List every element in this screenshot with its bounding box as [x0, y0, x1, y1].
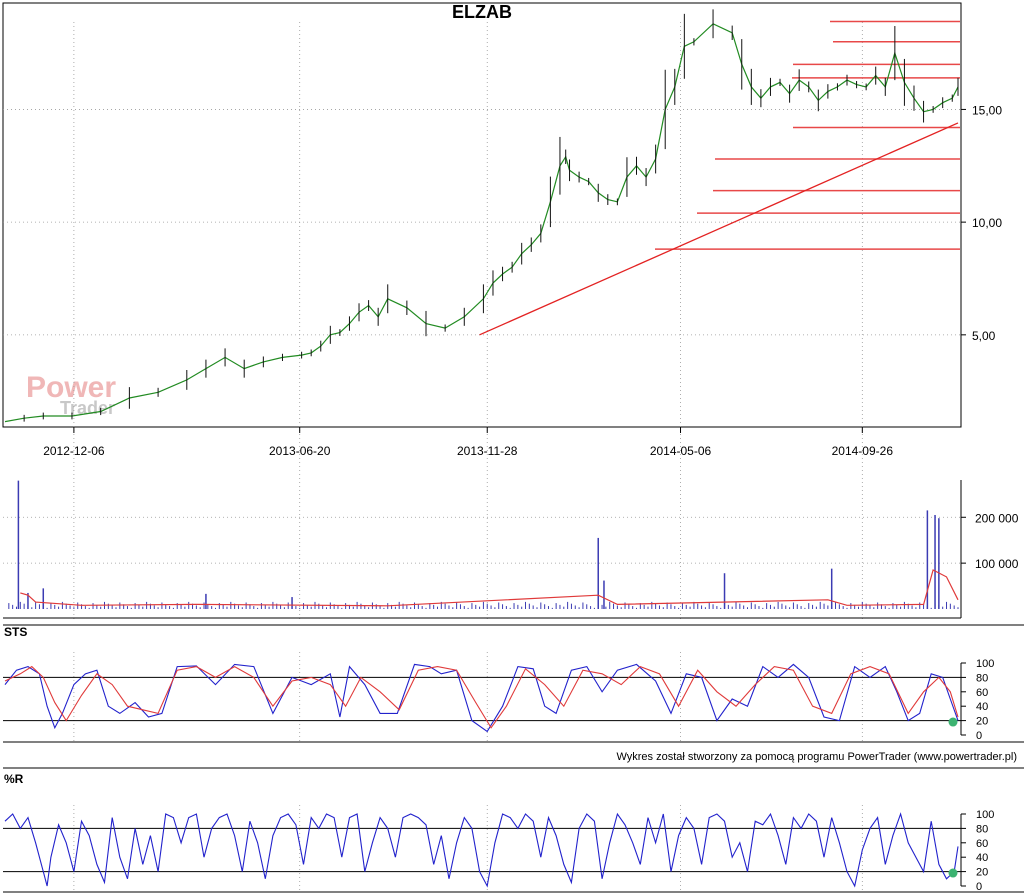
trendline-layer [479, 122, 959, 336]
volume-mean-line [20, 569, 959, 607]
sts-panel-label: STS [4, 625, 27, 639]
osc-y-tick-label: 0 [976, 730, 982, 742]
trendline [479, 122, 959, 336]
osc-y-tick-label: 40 [976, 701, 988, 713]
sts-grid [3, 652, 961, 742]
sts-y-axis: 0 20 40 60 80 100 [960, 658, 994, 742]
osc-y-tick-label: 60 [976, 687, 988, 699]
price-line [4, 23, 959, 423]
volume-y-tick-label: 100 000 [975, 557, 1019, 571]
volume-mean-layer [20, 569, 959, 607]
date-x-axis: 2012-12-06 2013-06-20 2013-11-28 2014-05-06… [43, 427, 893, 458]
price-y-tick-label: 15,00 [972, 103, 1002, 117]
price-grid [3, 22, 961, 620]
r-panel-label: %R [4, 772, 24, 786]
osc-y-tick-label: 60 [976, 838, 988, 850]
credit-text: Wykres został stworzony za pomocą progra… [616, 751, 1017, 763]
osc-y-tick-label: 80 [976, 672, 988, 684]
price-panel-border [2, 2, 962, 428]
resistance-levels [655, 20, 960, 250]
osc-y-tick-label: 0 [976, 881, 982, 893]
osc-y-tick-label: 20 [976, 716, 988, 728]
price-y-axis: 5,00 10,00 15,00 [961, 103, 1002, 343]
osc-series-line [4, 663, 959, 733]
r-y-axis: 0 20 40 60 80 100 [960, 809, 994, 893]
date-tick-label: 2014-09-26 [832, 444, 894, 458]
osc-y-tick-label: 40 [976, 852, 988, 864]
r-series-layer [4, 812, 959, 888]
date-tick-label: 2014-05-06 [650, 444, 712, 458]
volume-y-axis: 100 000 200 000 [961, 511, 1019, 571]
price-y-tick-label: 5,00 [972, 329, 996, 343]
osc-last-marker [948, 717, 958, 727]
date-tick-label: 2013-06-20 [269, 444, 331, 458]
osc-y-tick-label: 80 [976, 823, 988, 835]
price-y-tick-label: 10,00 [972, 216, 1002, 230]
date-tick-label: 2012-12-06 [43, 444, 105, 458]
osc-y-tick-label: 20 [976, 867, 988, 879]
volume-bars [8, 480, 959, 609]
sts-series-layer [4, 663, 959, 733]
osc-last-marker [948, 868, 958, 878]
watermark-power: Power [26, 371, 116, 404]
volume-grid [3, 516, 961, 564]
osc-y-tick-label: 100 [976, 658, 994, 670]
chart-title: ELZAB [452, 2, 512, 22]
volume-y-tick-label: 200 000 [975, 511, 1019, 525]
date-tick-label: 2013-11-28 [457, 444, 518, 458]
osc-y-tick-label: 100 [976, 809, 994, 821]
price-series-layer [4, 9, 959, 423]
osc-series-line [4, 665, 959, 729]
osc-series-line [4, 812, 959, 888]
